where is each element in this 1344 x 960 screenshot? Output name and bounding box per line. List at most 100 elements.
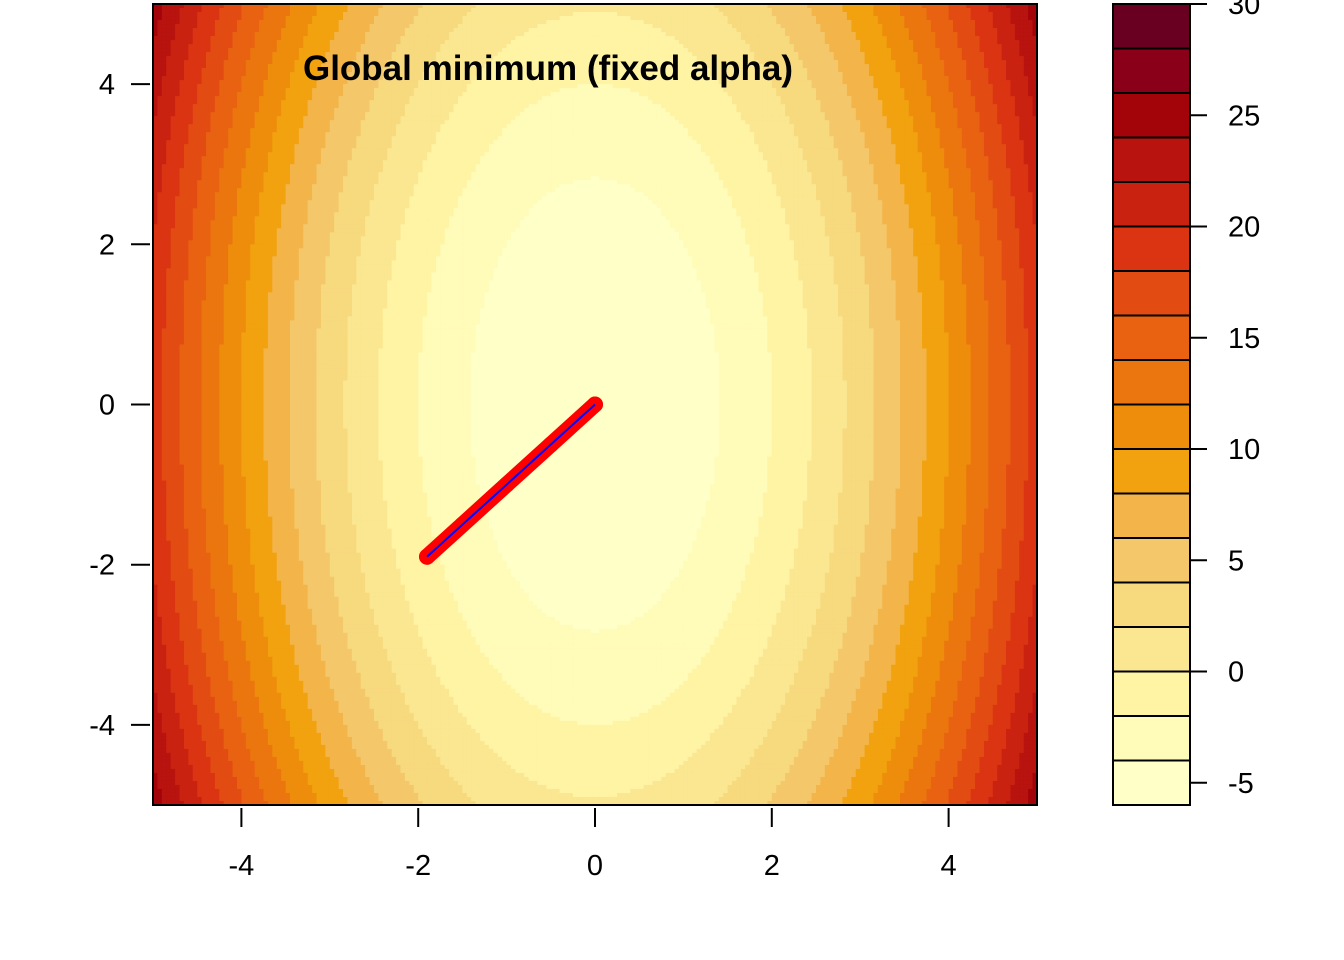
contour-cell [223,528,229,534]
contour-cell [259,496,265,502]
contour-cell [175,680,181,686]
contour-cell [254,596,260,602]
contour-cell [197,708,203,714]
contour-cell [201,20,207,25]
contour-cell [197,632,203,638]
contour-cell [219,236,225,241]
contour-cell [245,756,251,762]
contour-cell [197,648,203,654]
contour-cell [192,644,198,650]
contour-cell [241,176,247,181]
contour-cell [175,584,181,590]
contour-cell [219,512,225,518]
contour-cell [170,600,176,606]
contour-cell [219,8,225,13]
contour-cell [245,40,251,45]
contour-cell [161,244,167,249]
contour-cell [157,28,163,33]
contour-cell [157,428,163,434]
contour-cell [179,648,185,654]
contour-cell [206,548,212,554]
contour-cell [170,624,176,630]
contour-cell [192,756,198,762]
contour-cell [259,676,265,682]
contour-cell [175,72,181,77]
contour-cell [241,276,247,281]
contour-cell [179,344,185,350]
contour-cell [245,24,251,29]
contour-cell [183,104,189,109]
contour-cell [254,756,260,762]
contour-cell [245,260,251,265]
contour-cell [188,384,194,390]
contour-cell [210,424,216,430]
contour-cell [192,180,198,185]
contour-cell [161,528,167,534]
contour-cell [201,468,207,474]
contour-cell [183,36,189,41]
contour-cell [188,668,194,674]
contour-cell [259,628,265,634]
contour-cell [179,608,185,614]
contour-cell [245,320,251,325]
contour-cell [175,400,181,406]
contour-cell [175,504,181,510]
contour-cell [223,308,229,313]
contour-cell [214,444,220,450]
contour-cell [201,488,207,494]
contour-cell [241,260,247,265]
contour-cell [245,172,251,177]
contour-cell [201,208,207,213]
contour-cell [166,40,172,45]
contour-cell [232,272,238,277]
contour-cell [219,580,225,586]
contour-cell [214,576,220,582]
contour-cell [245,544,251,550]
contour-cell [223,460,229,466]
contour-cell [236,792,242,798]
contour-cell [206,788,212,794]
contour-cell [197,704,203,710]
contour-cell [170,316,176,321]
contour-cell [153,552,159,558]
contour-cell [259,648,265,654]
contour-cell [232,744,238,750]
contour-cell [254,668,260,674]
contour-cell [179,596,185,602]
contour-cell [157,404,163,410]
contour-cell [175,432,181,438]
contour-cell [179,392,185,398]
contour-cell [206,236,212,241]
contour-cell [157,128,163,133]
contour-cell [170,300,176,305]
contour-cell [192,620,198,626]
contour-cell [188,184,194,189]
contour-cell [183,328,189,333]
contour-cell [153,464,159,470]
contour-cell [245,688,251,694]
contour-cell [166,496,172,502]
contour-cell [245,396,251,402]
contour-cell [219,24,225,29]
contour-cell [201,116,207,121]
contour-cell [241,116,247,121]
contour-cell [161,124,167,129]
contour-cell [170,60,176,65]
contour-cell [170,8,176,13]
contour-cell [245,276,251,281]
contour-cell [166,512,172,518]
contour-cell [259,704,265,710]
contour-cell [232,764,238,770]
contour-cell [188,124,194,129]
contour-cell [197,312,203,317]
contour-cell [219,156,225,161]
contour-cell [161,120,167,125]
contour-cell [219,392,225,398]
contour-cell [232,748,238,754]
contour-cell [197,712,203,718]
contour-cell [166,164,172,169]
contour-cell [206,652,212,658]
contour-cell [241,64,247,69]
contour-cell [250,716,256,722]
contour-cell [223,132,229,137]
